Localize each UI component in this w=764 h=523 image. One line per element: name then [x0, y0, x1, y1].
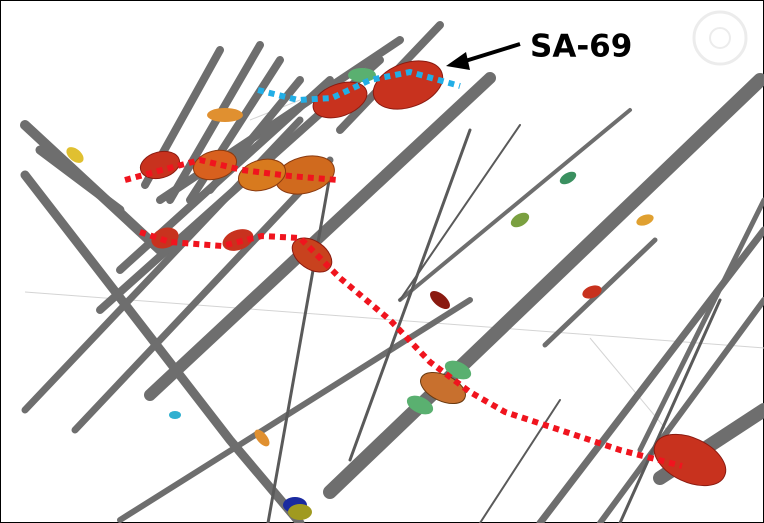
- hole-label: SA-69: [530, 29, 632, 65]
- drillhole-view: SA-69: [0, 0, 764, 523]
